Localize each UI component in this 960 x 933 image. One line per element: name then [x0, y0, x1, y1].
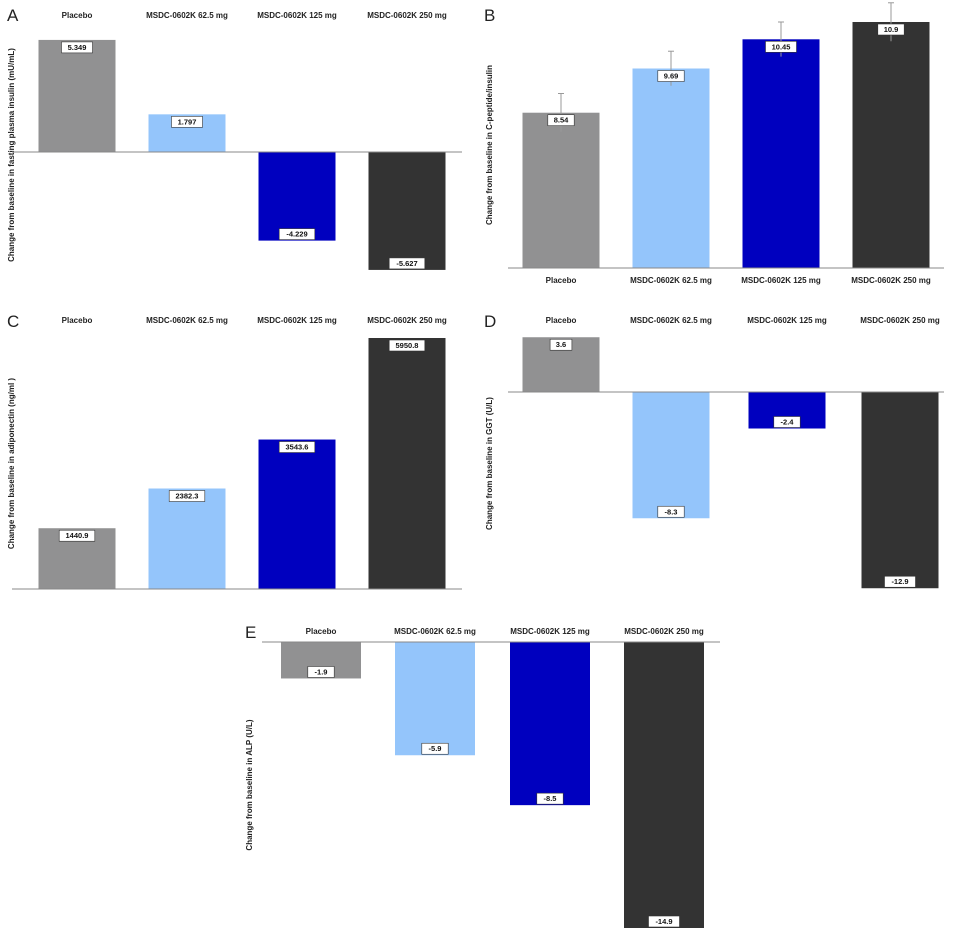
category-label: Placebo	[306, 627, 337, 636]
data-label: 8.54	[554, 116, 569, 125]
y-axis-label: Change from baseline in fasting plasma i…	[7, 48, 16, 262]
data-label-box	[877, 23, 905, 36]
category-label: Placebo	[546, 316, 577, 325]
bar	[861, 392, 939, 589]
data-label-box	[168, 490, 206, 502]
bar	[510, 642, 590, 806]
data-label-box	[648, 915, 680, 928]
data-label-box	[278, 228, 316, 240]
data-label: 5950.8	[396, 341, 419, 350]
chart-panel-a: A Change from baseline in fasting plasma …	[7, 6, 462, 270]
data-label: -2.4	[781, 418, 795, 427]
panel-letter: A	[7, 6, 19, 25]
data-label-box	[388, 339, 426, 352]
data-label: 10.9	[884, 25, 899, 34]
category-label: MSDC-0602K 62.5 mg	[630, 276, 712, 285]
data-label: -14.9	[655, 917, 672, 926]
data-label: -1.9	[315, 667, 328, 676]
data-label: 3543.6	[286, 443, 309, 452]
data-label-box	[61, 41, 93, 54]
data-label: 5.349	[68, 43, 87, 52]
category-label: MSDC-0602K 250 mg	[367, 11, 447, 20]
category-label: MSDC-0602K 250 mg	[624, 627, 704, 636]
data-label-box	[547, 114, 575, 127]
category-label: MSDC-0602K 125 mg	[741, 276, 821, 285]
data-label-box	[171, 116, 203, 128]
panel-letter: B	[484, 6, 495, 25]
y-axis-label: Change from baseline in C-peptide/insuli…	[485, 65, 494, 225]
data-label: -4.229	[286, 230, 307, 239]
category-label: MSDC-0602K 250 mg	[851, 276, 931, 285]
bar	[632, 392, 710, 519]
data-label-box	[657, 505, 685, 518]
data-label-box	[58, 529, 96, 542]
panel-letter: C	[7, 312, 19, 331]
category-label: MSDC-0602K 125 mg	[257, 11, 337, 20]
data-label: -8.5	[544, 794, 557, 803]
chart-panel-c: C Change from baseline in adiponectin (ng…	[7, 312, 462, 590]
category-label: MSDC-0602K 62.5 mg	[146, 316, 228, 325]
data-label: 2382.3	[176, 492, 199, 501]
category-label: MSDC-0602K 125 mg	[257, 316, 337, 325]
bar	[258, 152, 336, 241]
data-label-box	[549, 338, 573, 351]
data-label-box	[278, 441, 316, 453]
data-label: 9.69	[664, 72, 679, 81]
data-label: 1440.9	[66, 531, 89, 540]
data-label-box	[421, 742, 449, 755]
data-label: -12.9	[891, 577, 908, 586]
y-axis-label: Change from baseline in ALP (U/L)	[245, 719, 254, 850]
bar	[368, 152, 446, 270]
bar	[148, 488, 226, 589]
data-label-box	[536, 792, 564, 805]
panel-letter: D	[484, 312, 496, 331]
category-label: Placebo	[62, 316, 93, 325]
panel-letter: E	[245, 623, 256, 642]
category-label: Placebo	[62, 11, 93, 20]
bar	[522, 112, 600, 269]
chart-panel-e: E Change from baseline in ALP (U/L) -1.9 -5…	[245, 623, 720, 928]
data-label-box	[765, 40, 797, 53]
bar	[258, 439, 336, 589]
chart-panel-b: B Change from baseline in C-peptide/insul…	[484, 2, 944, 285]
data-label: 3.6	[556, 340, 566, 349]
data-label: -8.3	[665, 507, 678, 516]
bar	[368, 338, 446, 589]
data-label: -5.627	[396, 259, 417, 268]
category-label: MSDC-0602K 250 mg	[860, 316, 940, 325]
data-label-box	[307, 666, 335, 678]
data-label: 10.45	[772, 42, 791, 51]
category-label: MSDC-0602K 62.5 mg	[630, 316, 712, 325]
data-label-box	[773, 416, 801, 428]
bar	[852, 22, 930, 268]
category-label: MSDC-0602K 125 mg	[747, 316, 827, 325]
chart-panel-d: D Change from baseline in GGT (U/L) 3.6 -8.…	[484, 312, 944, 589]
category-label: MSDC-0602K 62.5 mg	[146, 11, 228, 20]
category-label: MSDC-0602K 125 mg	[510, 627, 590, 636]
category-label: MSDC-0602K 62.5 mg	[394, 627, 476, 636]
y-axis-label: Change from baseline in GGT (U/L)	[485, 397, 494, 530]
data-label-box	[884, 575, 916, 588]
data-label-box	[388, 257, 426, 270]
bar	[632, 68, 710, 269]
bar	[38, 39, 116, 152]
data-label: 1.797	[178, 117, 197, 126]
bar	[624, 642, 704, 928]
data-label-box	[657, 70, 685, 82]
category-label: MSDC-0602K 250 mg	[367, 316, 447, 325]
data-label: -5.9	[429, 744, 442, 753]
bar	[395, 642, 475, 756]
y-axis-label: Change from baseline in adiponectin (ng/…	[7, 378, 16, 549]
bar	[742, 39, 820, 268]
category-label: Placebo	[546, 276, 577, 285]
